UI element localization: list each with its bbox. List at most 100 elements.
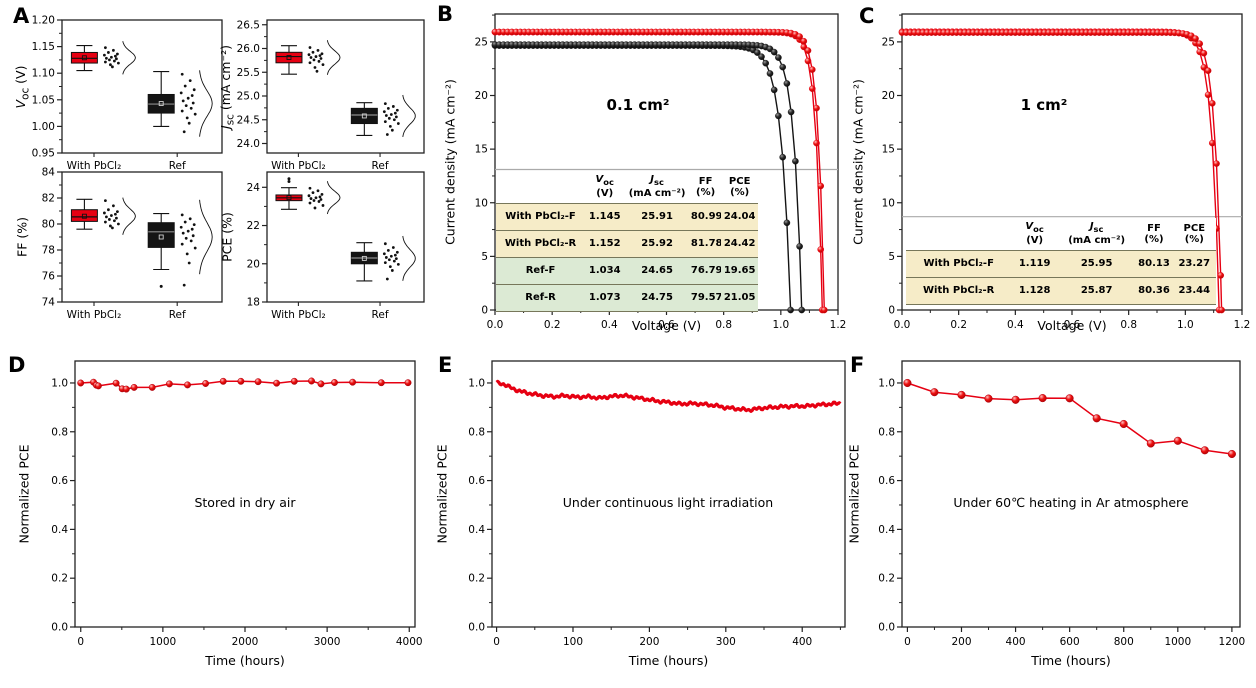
panel-d-chart: 0.0 0.2 0.4 0.6 0.8 1.0 0 1000 2000 3000 4000 [51,360,423,648]
jv-params-table-C: Voc (V) Jsc (mA cm⁻²) FF (%) PCE (%) With PbCl₂-… [906,218,1216,305]
table-row-label: With PbCl₂-F [496,203,586,231]
y-axis-label: FF (%) [14,217,30,257]
y-tick-label: 10 [475,197,488,209]
table-header: Jsc (mA cm⁻²) [624,171,690,204]
y-tick-label: 1.0 [51,377,68,389]
distribution-curve [402,94,416,137]
y-tick-label: 0.8 [51,426,68,438]
x-tick-label: 200 [639,636,659,648]
x-axis-label: Voltage (V) [631,318,702,333]
y-tick-label: 25.0 [237,91,260,103]
axes: 0.0 0.2 0.4 0.6 0.8 1.0 0 200 400 600 800 1000 1200 [878,360,1245,648]
table-row-label: Ref-F [496,257,586,285]
table-cell: 79.57 [689,284,722,312]
y-tick-label: 0.0 [878,622,895,634]
table-header: PCE (%) [1172,218,1216,251]
y-tick-label: 76 [42,271,56,283]
table-cell: 24.65 [624,257,690,285]
data-series [77,377,412,393]
y-tick-label: 1.15 [32,41,55,53]
x-tick-label: 400 [792,636,812,648]
y-tick-label: 20 [882,90,895,102]
panel-label-e: E [438,353,453,377]
x-tick-label: 800 [1114,636,1134,648]
table-cell: 1.119 [1011,250,1058,278]
distribution-curve [122,41,136,75]
table-cell: 1.073 [585,284,625,312]
y-tick-label: 82 [42,193,55,205]
box-group [70,41,136,75]
x-tick-label: 0 [904,636,911,648]
y-tick-label: 0.2 [468,573,485,585]
y-tick-label: 20 [475,90,488,102]
table-row: Ref-R 1.073 24.75 79.57 21.05 [496,284,758,312]
x-tick-label: 1000 [1164,636,1191,648]
table-corner [496,171,586,204]
y-tick-label: 0 [888,305,895,317]
distribution-curve [199,199,213,275]
y-tick-label: 1.0 [468,377,485,389]
panel-d: D 0.0 0.2 0.4 0.6 0.8 1.0 0 1000 2000 3000 4000 St… [0,345,430,688]
box-group [70,197,136,235]
y-tick-label: 1.10 [32,68,55,80]
table-header: PCE (%) [721,171,758,204]
table-row-label: With PbCl₂-R [496,230,586,258]
x-axis-label: Time (hours) [205,653,285,668]
y-tick-label: 10 [882,197,895,209]
table-header: FF (%) [1135,218,1173,251]
cell-area-annotation-c: 1 cm² [1020,96,1068,114]
y-axis-label: Current density (mA cm⁻²) [442,79,458,245]
category-label: Ref [169,309,186,321]
jv-curve [491,28,828,314]
y-tick-label: 80 [42,219,55,231]
y-axis-label: Voc (V) [12,65,32,108]
category-label: With PbCl₂ [67,160,122,172]
panel-label-f: F [850,353,865,377]
x-tick-label: 2000 [232,636,259,648]
x-tick-label: 0 [77,636,84,648]
y-tick-label: 84 [42,167,56,179]
x-axis-label: Time (hours) [1031,653,1111,668]
box-group [275,40,341,75]
y-axis-label: Jsc (mA cm⁻²) [217,44,237,129]
table-row: With PbCl₂-R 1.152 25.92 81.78 24.42 [496,230,758,258]
y-axis-label: Normalized PCE [434,444,450,544]
y-tick-label: 0.4 [468,524,485,536]
cell-area-annotation-b: 0.1 cm² [606,96,670,114]
y-tick-label: 18 [247,297,260,309]
table-cell: 23.44 [1172,277,1216,305]
jv-params-table-B: Voc (V) Jsc (mA cm⁻²) FF (%) PCE (%) With PbCl₂-… [496,171,758,312]
y-axis-label: Normalized PCE [16,444,32,544]
x-tick-label: 1.2 [1234,319,1251,331]
y-axis-label: PCE (%) [219,212,235,262]
table-row: With PbCl₂-F 1.145 25.91 80.99 24.04 [496,203,758,231]
y-tick-label: 20 [247,258,260,270]
axes: 18 20 22 24 [247,171,425,309]
y-tick-label: 1.20 [32,15,55,27]
jv-curve [491,41,806,314]
x-tick-label: 0 [493,636,500,648]
panel-e-chart: 0.0 0.2 0.4 0.6 0.8 1.0 0 100 200 300 400 [468,360,846,648]
table-cell: 24.42 [721,230,758,258]
x-tick-label: 0.4 [1007,319,1024,331]
distribution-curve [326,181,341,215]
table-cell: 24.75 [624,284,690,312]
x-axis-label: Time (hours) [628,653,709,668]
axes: 74 76 78 80 82 84 [42,167,223,309]
panel-e: E 0.0 0.2 0.4 0.6 0.8 1.0 0 100 200 300 400 Under … [430,345,850,688]
x-tick-label: 100 [563,636,583,648]
table-header: FF (%) [689,171,722,204]
panel-label-b: B [437,2,454,26]
category-label: With PbCl₂ [67,309,122,321]
box-group [147,70,213,137]
x-tick-label: 1000 [150,636,177,648]
y-tick-label: 1.0 [878,377,895,389]
panel-a-chart: 0.95 1.00 1.05 1.10 1.15 1.20 With PbCl₂ Ref 24.… [32,15,425,321]
x-tick-label: 3000 [314,636,341,648]
table-header: Jsc (mA cm⁻²) [1057,218,1136,251]
x-tick-label: 1.2 [830,319,847,331]
panel-label-c: C [859,4,875,28]
x-tick-label: 200 [951,636,971,648]
y-tick-label: 0.4 [878,524,895,536]
table-cell: 1.152 [585,230,625,258]
